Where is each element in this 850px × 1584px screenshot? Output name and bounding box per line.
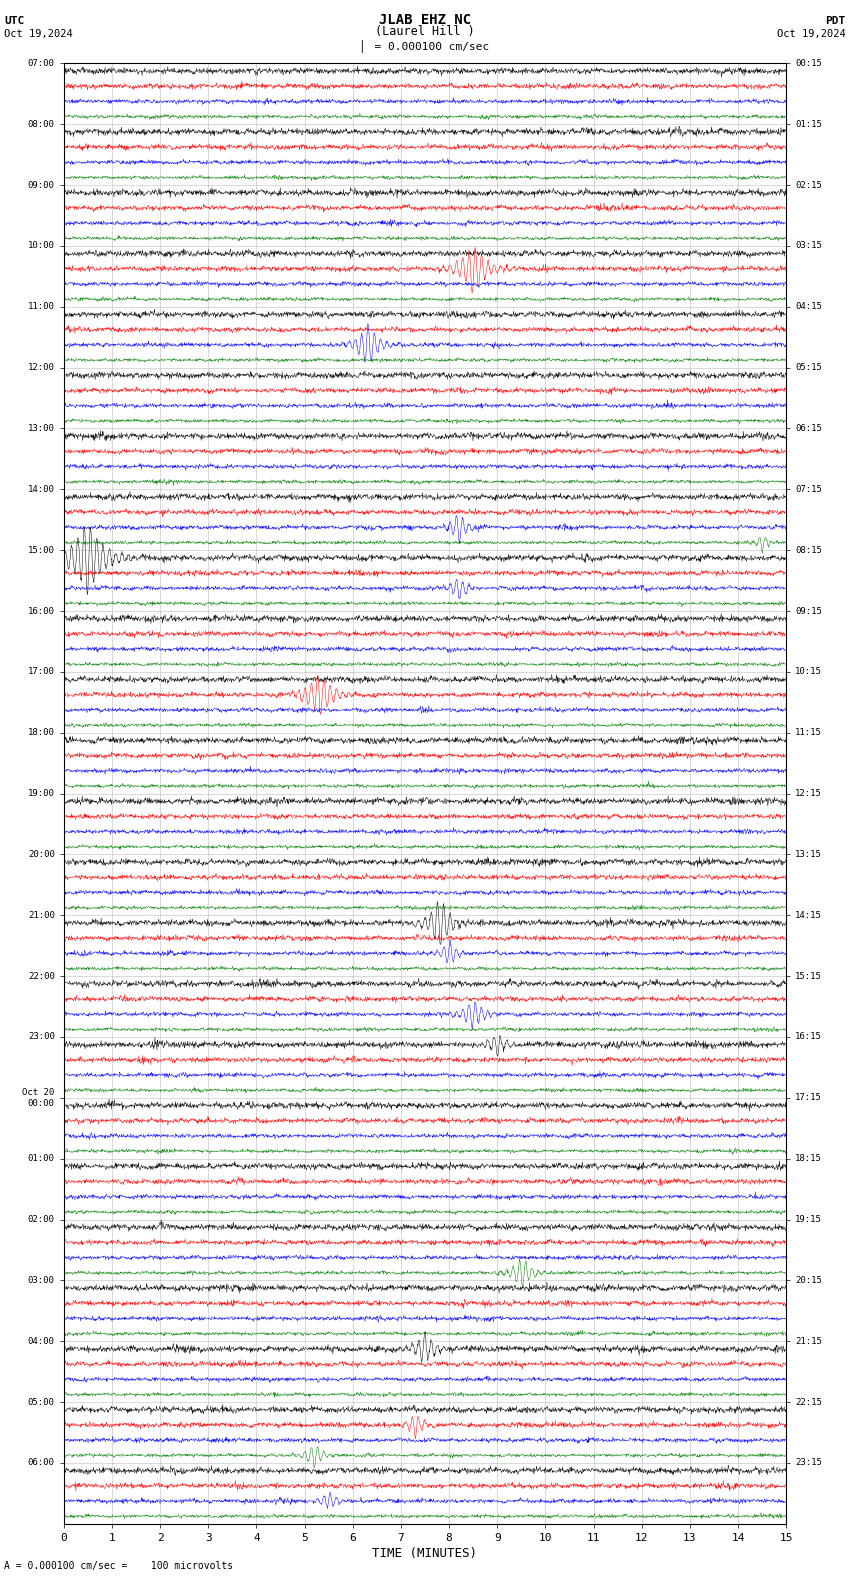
Text: (Laurel Hill ): (Laurel Hill ) bbox=[375, 25, 475, 38]
Text: PDT: PDT bbox=[825, 16, 846, 25]
Text: Oct 19,2024: Oct 19,2024 bbox=[4, 29, 73, 38]
Text: JLAB EHZ NC: JLAB EHZ NC bbox=[379, 13, 471, 27]
Text: A = 0.000100 cm/sec =    100 microvolts: A = 0.000100 cm/sec = 100 microvolts bbox=[4, 1562, 234, 1571]
Text: UTC: UTC bbox=[4, 16, 25, 25]
Text: Oct 19,2024: Oct 19,2024 bbox=[777, 29, 846, 38]
X-axis label: TIME (MINUTES): TIME (MINUTES) bbox=[372, 1548, 478, 1560]
Text: ▏ = 0.000100 cm/sec: ▏ = 0.000100 cm/sec bbox=[361, 40, 489, 52]
